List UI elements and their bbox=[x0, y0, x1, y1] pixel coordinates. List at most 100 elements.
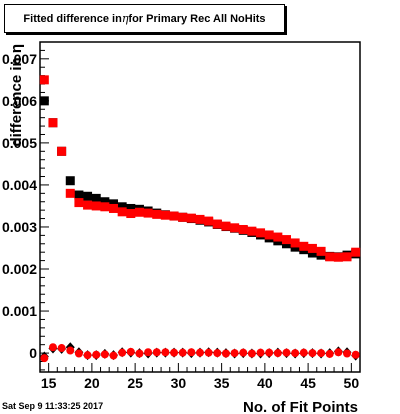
series-1-point bbox=[100, 202, 110, 212]
series-0-point bbox=[126, 203, 136, 213]
series-3-point bbox=[221, 349, 230, 358]
series-0-point bbox=[65, 176, 75, 186]
series-3-point bbox=[204, 348, 213, 357]
chart-title-suffix: for Primary Rec All NoHits bbox=[128, 12, 266, 25]
series-1-point bbox=[325, 252, 335, 262]
series-3-point bbox=[126, 347, 135, 356]
y-tick-label: 0.006 bbox=[2, 93, 37, 109]
x-axis-title: No. of Fit Points bbox=[243, 399, 358, 414]
series-1-point bbox=[316, 246, 326, 256]
series-3-point bbox=[308, 349, 317, 358]
series-3-point bbox=[239, 348, 248, 357]
series-3-point bbox=[299, 348, 308, 357]
series-0-point bbox=[83, 191, 93, 201]
x-tick-label: 20 bbox=[84, 375, 100, 391]
series-3-point bbox=[48, 343, 57, 352]
series-1-point bbox=[109, 203, 119, 213]
series-3-point bbox=[317, 349, 326, 358]
series-3-point bbox=[196, 348, 204, 357]
series-0-point bbox=[307, 248, 317, 258]
chart-title: Fitted difference in η for Primary Rec A… bbox=[4, 4, 285, 33]
chart-title-prefix: Fitted difference in bbox=[23, 12, 122, 25]
series-1-point bbox=[160, 210, 170, 220]
series-1-point bbox=[65, 188, 75, 198]
series-1-point bbox=[290, 238, 300, 248]
series-3-point bbox=[57, 344, 66, 353]
series-3-point bbox=[161, 348, 170, 357]
series-3-point bbox=[187, 348, 196, 357]
x-tick-label: 30 bbox=[171, 375, 187, 391]
y-tick-label: 0.002 bbox=[2, 261, 37, 277]
axis-tick-labels: 15 20 25 30 35 40 45 50 0 0.001 0.002 0.003 0.004 0.0… bbox=[2, 51, 359, 391]
series-1-point bbox=[178, 212, 188, 222]
series-3-point bbox=[273, 349, 282, 358]
series-1-point bbox=[212, 219, 222, 229]
series-1-point bbox=[195, 214, 205, 224]
series-1-point bbox=[342, 252, 352, 262]
series-3-point bbox=[109, 351, 118, 360]
series-1-point bbox=[74, 198, 84, 208]
series-1-point bbox=[83, 200, 93, 210]
y-tick-label: 0.001 bbox=[2, 303, 37, 319]
series-1-point bbox=[169, 211, 179, 221]
series-0-point bbox=[117, 202, 127, 212]
series-1-point bbox=[307, 243, 317, 253]
data-markers bbox=[39, 75, 361, 363]
series-1-point bbox=[204, 216, 214, 226]
y-axis-title: difference in η bbox=[8, 44, 25, 147]
series-3-point bbox=[247, 349, 256, 358]
series-3-point bbox=[40, 354, 49, 363]
series-3-point bbox=[343, 349, 352, 358]
series-1-point bbox=[333, 252, 343, 262]
series-1-point bbox=[221, 221, 231, 231]
y-tick-label: 0 bbox=[29, 345, 37, 361]
timestamp: Sat Sep 9 11:33:25 2017 bbox=[2, 401, 104, 411]
series-3-point bbox=[351, 350, 360, 359]
x-tick-label: 50 bbox=[344, 375, 360, 391]
x-tick-label: 40 bbox=[257, 375, 273, 391]
plot-frame bbox=[39, 41, 361, 373]
series-1-point bbox=[91, 201, 101, 211]
series-1-point bbox=[186, 213, 196, 223]
series-3-point bbox=[230, 349, 239, 358]
series-1-point bbox=[126, 209, 136, 219]
series-1-point bbox=[57, 146, 67, 156]
series-1-point bbox=[39, 75, 49, 85]
series-3-point bbox=[170, 348, 179, 357]
y-tick-label: 0.005 bbox=[2, 135, 37, 151]
x-tick-label: 45 bbox=[300, 375, 316, 391]
series-1-point bbox=[256, 228, 266, 238]
series-1-point bbox=[273, 232, 283, 242]
series-1-point bbox=[299, 241, 309, 251]
series-1-point bbox=[281, 235, 291, 245]
series-3-point bbox=[325, 349, 334, 358]
series-3-point bbox=[256, 348, 265, 357]
series-3-point bbox=[100, 350, 109, 359]
series-3-point bbox=[66, 346, 75, 355]
y-tick-label: 0.004 bbox=[2, 177, 37, 193]
series-0-point bbox=[100, 197, 110, 207]
series-3-point bbox=[178, 348, 187, 357]
series-3-point bbox=[265, 348, 274, 357]
chart-title-symbol: η bbox=[121, 12, 129, 25]
series-3-point bbox=[152, 348, 161, 357]
series-0-point bbox=[74, 190, 84, 200]
series-0-point bbox=[109, 199, 119, 209]
series-3-point bbox=[135, 349, 144, 358]
series-1-point bbox=[247, 226, 257, 236]
series-3-point bbox=[74, 349, 83, 358]
series-1-point bbox=[230, 223, 240, 233]
series-1-point bbox=[264, 230, 274, 240]
series-1-point bbox=[117, 207, 127, 217]
series-3-point bbox=[282, 348, 291, 357]
x-tick-label: 25 bbox=[127, 375, 143, 391]
y-tick-label: 0.003 bbox=[2, 219, 37, 235]
series-0-point bbox=[91, 193, 101, 203]
x-tick-label: 15 bbox=[41, 375, 57, 391]
series-1-point bbox=[152, 209, 162, 219]
series-3-point bbox=[291, 349, 300, 358]
series-1-point bbox=[143, 208, 153, 218]
y-tick-label: 0.007 bbox=[2, 51, 37, 67]
x-tick-label: 35 bbox=[214, 375, 230, 391]
